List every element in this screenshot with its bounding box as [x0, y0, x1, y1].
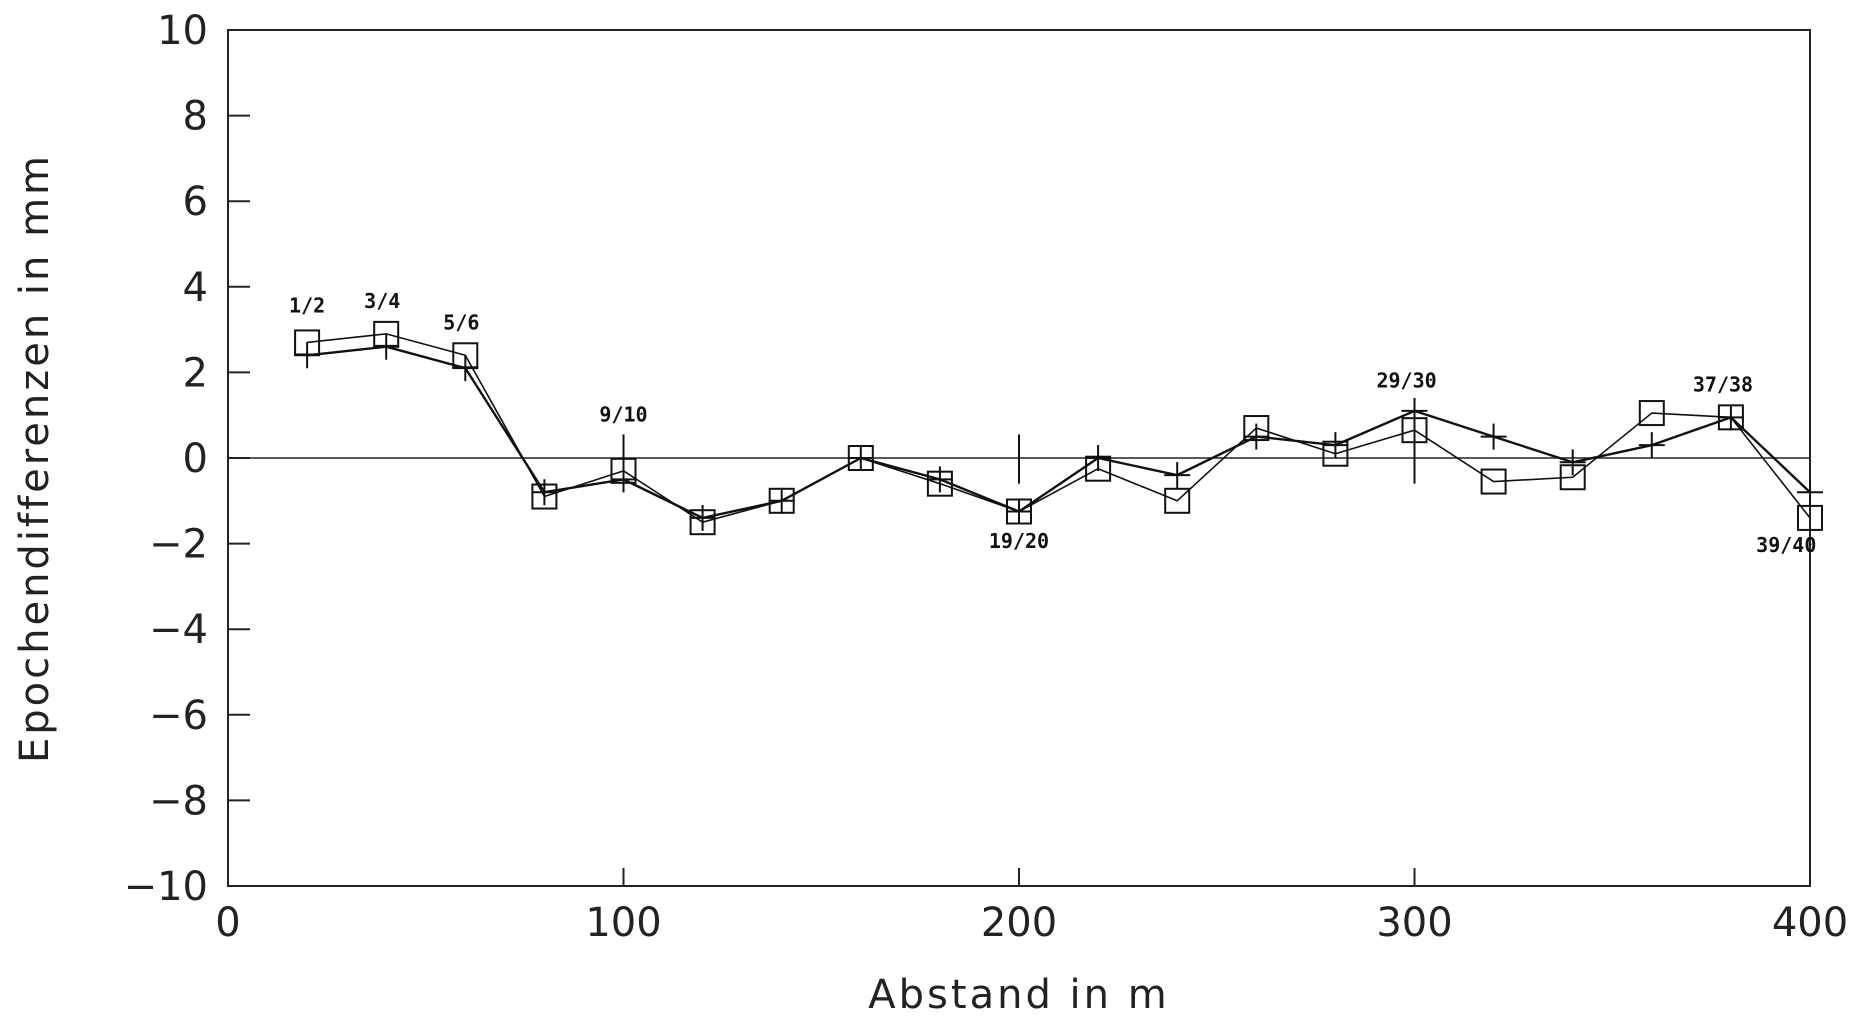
point-annotation: 29/30 [1376, 368, 1436, 392]
plus-marker [1085, 445, 1112, 471]
plus-marker [452, 355, 479, 382]
point-annotation: 3/4 [364, 289, 400, 313]
plus-marker [689, 504, 716, 531]
series-line-plus [306, 345, 1811, 520]
axis-ticks: 0 100 200 300 400 10 8 6 4 2 0 −2 −4 −6 −8 −10 [124, 8, 1849, 946]
plus-marker [847, 445, 874, 471]
y-tick-label: 4 [183, 265, 208, 311]
plus-marker [1717, 404, 1744, 431]
x-tick-label: 400 [1772, 900, 1848, 946]
point-annotation: 5/6 [443, 311, 479, 335]
point-annotation: 9/10 [599, 403, 647, 427]
x-axis-title: Abstand in m [868, 972, 1169, 1018]
x-tick-label: 0 [215, 900, 240, 946]
y-tick-label: 2 [183, 350, 208, 396]
plus-marker [1164, 462, 1191, 489]
plus-marker [1559, 449, 1586, 476]
x-tick-label: 300 [1376, 900, 1452, 946]
x-tick-label: 100 [585, 900, 661, 946]
y-tick-label: 8 [183, 94, 208, 140]
series-layer [306, 333, 1811, 524]
y-tick-label: 0 [183, 436, 208, 482]
point-annotation: 19/20 [989, 529, 1049, 553]
plus-marker [1797, 479, 1823, 506]
plus-marker [1006, 498, 1032, 525]
plus-marker [1322, 432, 1349, 459]
point-annotation: 39/40 [1756, 533, 1816, 557]
plus-marker [294, 342, 321, 369]
point-annotation: 1/2 [289, 293, 325, 317]
y-tick-label: −4 [149, 607, 208, 653]
square-marker [1480, 468, 1507, 495]
plus-marker [531, 479, 558, 506]
square-marker [1638, 400, 1665, 427]
y-tick-label: −6 [149, 693, 208, 739]
y-tick-label: 6 [183, 179, 208, 225]
markers-layer [294, 320, 1823, 536]
plus-marker [1480, 423, 1507, 450]
plus-marker [373, 333, 400, 360]
plus-marker [1243, 423, 1270, 450]
y-tick-label: −2 [149, 522, 208, 568]
point-annotation: 37/38 [1693, 373, 1753, 397]
annotations-layer: 1/2 3/4 5/6 9/10 19/20 29/30 37/38 39/40 [289, 289, 1816, 557]
y-tick-label: −10 [124, 864, 208, 910]
y-axis-title: Epochendifferenzen in mm [12, 153, 58, 763]
x-tick-label: 200 [981, 900, 1057, 946]
plus-marker [768, 487, 795, 514]
plus-marker [926, 466, 953, 493]
square-marker [1164, 487, 1191, 514]
y-tick-label: 10 [157, 8, 208, 54]
square-marker [1797, 504, 1823, 531]
plus-marker [1638, 432, 1665, 459]
series-line-square [307, 333, 1811, 524]
y-tick-label: −8 [149, 778, 208, 824]
